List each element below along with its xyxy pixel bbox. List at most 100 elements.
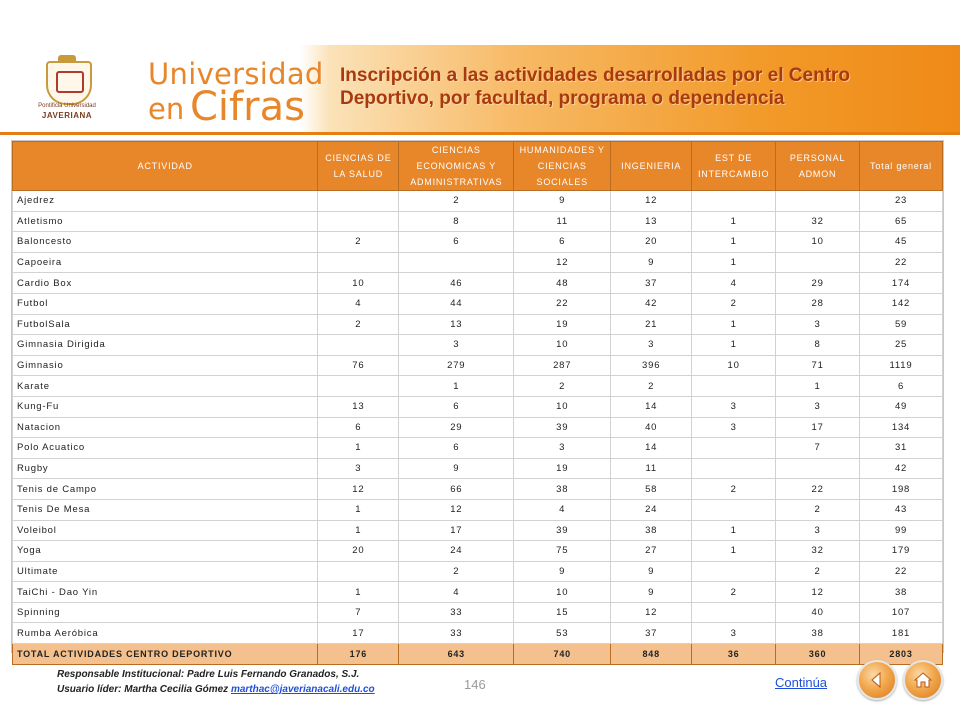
logo-text-line1: Pontificia Universidad — [38, 103, 96, 109]
count-cell: 32 — [775, 540, 861, 562]
activity-name-cell: Tenis de Campo — [11, 478, 319, 500]
email-link[interactable]: marthac@javerianacali.edu.co — [230, 684, 375, 695]
count-cell: 6 — [859, 375, 943, 397]
column-header: Total general — [859, 141, 943, 191]
activity-name-cell: Rugby — [11, 457, 319, 480]
count-cell: 1 — [317, 581, 400, 603]
count-cell: 3 — [691, 395, 777, 418]
count-cell: 7 — [775, 437, 861, 459]
count-cell: 10 — [775, 231, 861, 253]
count-cell: 2 — [610, 375, 693, 397]
count-cell — [691, 437, 777, 459]
count-cell: 37 — [610, 622, 693, 645]
activity-name-cell: Ajedrez — [11, 190, 319, 212]
count-cell: 287 — [513, 354, 612, 377]
table-row: Tenis de Campo 12 66 38 58 2 22 198 — [11, 478, 943, 500]
count-cell — [691, 601, 777, 624]
count-cell: 279 — [398, 354, 515, 377]
count-cell: 3 — [775, 313, 861, 336]
count-cell — [317, 334, 400, 356]
count-cell: 22 — [513, 292, 612, 315]
count-cell: 46 — [398, 272, 515, 294]
total-value-cell: 740 — [513, 643, 612, 665]
count-cell: 17 — [317, 622, 400, 645]
count-cell: 7 — [317, 601, 400, 624]
total-value-cell: 848 — [610, 643, 693, 665]
count-cell: 1 — [317, 437, 400, 459]
count-cell: 1 — [691, 251, 777, 274]
count-cell: 2 — [691, 292, 777, 315]
activity-name-cell: Rumba Aeróbica — [11, 622, 319, 645]
count-cell: 12 — [610, 190, 693, 212]
column-header: CIENCIAS ECONOMICAS Y ADMINISTRATIVAS — [398, 141, 515, 191]
count-cell: 12 — [610, 601, 693, 624]
count-cell: 19 — [513, 457, 612, 480]
count-cell — [691, 457, 777, 480]
count-cell: 1 — [691, 519, 777, 542]
count-cell: 71 — [775, 354, 861, 377]
count-cell: 42 — [610, 292, 693, 315]
count-cell: 14 — [610, 437, 693, 459]
activity-name-cell: Cardio Box — [11, 272, 319, 294]
back-button[interactable] — [857, 660, 897, 700]
logo-shield-icon — [46, 61, 92, 105]
count-cell: 49 — [859, 395, 943, 418]
count-cell: 45 — [859, 231, 943, 253]
count-cell: 2 — [398, 560, 515, 583]
count-cell — [398, 251, 515, 274]
table-body: Ajedrez 2 9 12 23 Atletismo 8 11 13 1 32 65 Balonces… — [11, 190, 943, 665]
activity-name-cell: Atletismo — [11, 210, 319, 233]
count-cell: 6 — [317, 416, 400, 439]
total-value-cell: 360 — [775, 643, 861, 665]
activity-name-cell: Baloncesto — [11, 231, 319, 253]
count-cell: 3 — [775, 395, 861, 418]
count-cell: 3 — [513, 437, 612, 459]
table-row: Ajedrez 2 9 12 23 — [11, 190, 943, 212]
count-cell: 1 — [317, 519, 400, 542]
footer-usuario: Usuario líder: Martha Cecilia Gómez mart… — [57, 684, 375, 695]
table-row: Kung-Fu 13 6 10 14 3 3 49 — [11, 395, 943, 418]
count-cell: 28 — [775, 292, 861, 315]
count-cell — [317, 560, 400, 583]
table-row: Ultimate 2 9 9 2 22 — [11, 560, 943, 583]
table-row: Rumba Aeróbica 17 33 53 37 3 38 181 — [11, 622, 943, 645]
count-cell: 22 — [859, 251, 943, 274]
continua-link[interactable]: Continúa — [775, 675, 828, 690]
page-number: 146 — [464, 677, 486, 692]
home-button[interactable] — [903, 660, 943, 700]
count-cell: 107 — [859, 601, 943, 624]
count-cell: 9 — [610, 581, 693, 603]
total-value-cell: 36 — [691, 643, 777, 665]
table-row: Rugby 3 9 19 11 42 — [11, 457, 943, 480]
count-cell: 37 — [610, 272, 693, 294]
table-row: FutbolSala 2 13 19 21 1 3 59 — [11, 313, 943, 336]
count-cell: 9 — [513, 190, 612, 212]
column-header: HUMANIDADES Y CIENCIAS SOCIALES — [513, 141, 612, 191]
count-cell: 14 — [610, 395, 693, 418]
count-cell — [691, 190, 777, 212]
count-cell: 39 — [513, 416, 612, 439]
count-cell: 12 — [513, 251, 612, 274]
count-cell: 38 — [859, 581, 943, 603]
count-cell: 25 — [859, 334, 943, 356]
count-cell: 53 — [513, 622, 612, 645]
count-cell — [691, 560, 777, 583]
count-cell: 1 — [691, 210, 777, 233]
count-cell: 3 — [691, 416, 777, 439]
count-cell: 20 — [610, 231, 693, 253]
count-cell: 2 — [691, 581, 777, 603]
count-cell: 15 — [513, 601, 612, 624]
count-cell: 21 — [610, 313, 693, 336]
count-cell: 19 — [513, 313, 612, 336]
count-cell: 10 — [513, 581, 612, 603]
column-header-actividad: ACTIVIDAD — [11, 141, 319, 191]
count-cell: 12 — [775, 581, 861, 603]
count-cell: 40 — [775, 601, 861, 624]
count-cell: 10 — [513, 395, 612, 418]
count-cell: 66 — [398, 478, 515, 500]
count-cell: 10 — [513, 334, 612, 356]
activity-name-cell: Polo Acuatico — [11, 437, 319, 459]
footer-responsable: Responsable Institucional: Padre Luis Fe… — [57, 669, 360, 680]
table-row: Cardio Box 10 46 48 37 4 29 174 — [11, 272, 943, 294]
page-title: Inscripción a las actividades desarrolla… — [340, 65, 851, 109]
